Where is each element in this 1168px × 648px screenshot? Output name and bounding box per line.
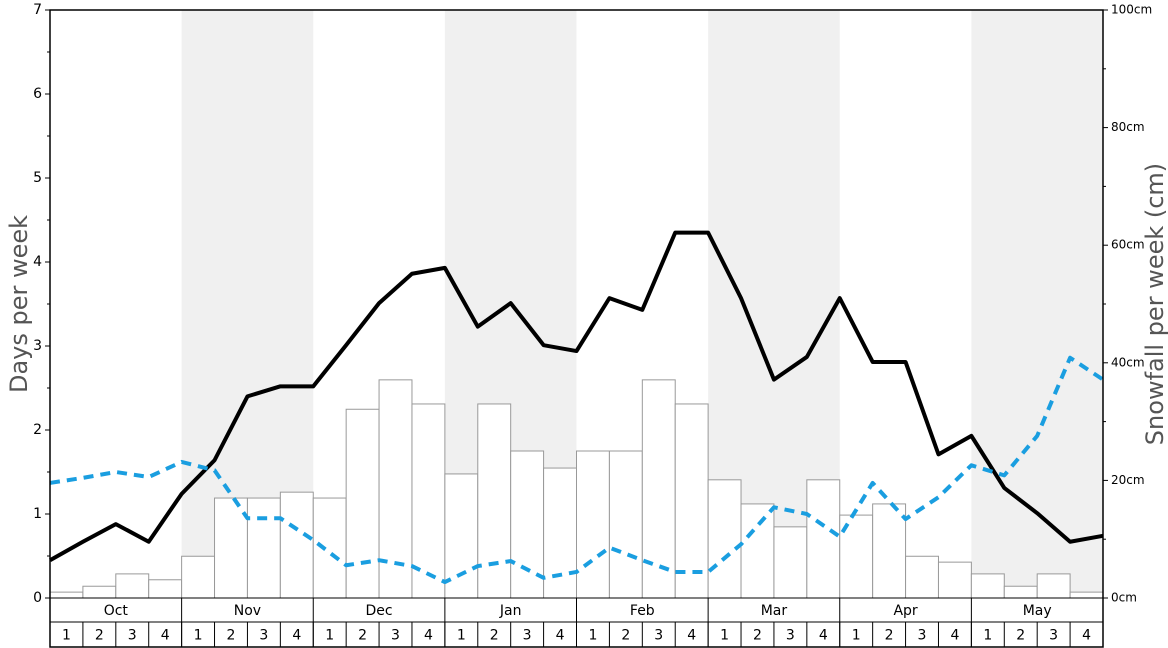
week-label: 3: [786, 628, 795, 644]
month-label: Apr: [893, 603, 917, 619]
snow-bar: [411, 403, 446, 599]
snow-bar: [82, 585, 117, 599]
snow-bar: [49, 591, 84, 599]
week-label: 4: [1082, 628, 1091, 644]
snow-bar: [543, 467, 577, 599]
week-label: 4: [161, 628, 170, 644]
snow-bar: [115, 573, 150, 599]
y-tick-label: 4: [33, 254, 42, 270]
plot-frame: [49, 9, 1104, 648]
week-label: 2: [885, 628, 894, 644]
week-label: 2: [621, 628, 630, 644]
week-label: 2: [753, 628, 762, 644]
snow-bar: [148, 579, 183, 599]
snow-bar: [707, 479, 742, 599]
snow-bar: [905, 555, 939, 599]
week-label: 3: [128, 628, 137, 644]
y-tick-label: 3: [33, 338, 42, 354]
y2-axis-title: Snowfall per week (cm): [1141, 163, 1168, 445]
snow-bar: [806, 479, 841, 599]
week-label: 1: [62, 628, 71, 644]
snow-bar: [181, 555, 216, 599]
month-label: Jan: [499, 603, 522, 619]
y-tick-label: 6: [33, 86, 42, 102]
week-label: 4: [687, 628, 696, 644]
snow-bar: [246, 497, 281, 599]
week-label: 1: [588, 628, 597, 644]
snow-bar: [378, 379, 413, 599]
month-band: [971, 10, 1103, 598]
snow-bar: [345, 408, 380, 599]
snow-bar: [674, 403, 709, 599]
week-label: 3: [523, 628, 532, 644]
month-label: May: [1023, 603, 1052, 619]
snow-bar: [740, 503, 775, 599]
month-label: Feb: [630, 603, 655, 619]
week-label: 2: [95, 628, 104, 644]
week-label: 4: [292, 628, 301, 644]
snow-bar: [608, 450, 643, 599]
snow-bar: [773, 526, 808, 599]
week-label: 1: [720, 628, 729, 644]
line-series: [49, 355, 1105, 585]
month-label: Dec: [366, 603, 393, 619]
y-axis-title: Days per week: [5, 215, 33, 393]
week-label: 1: [325, 628, 334, 644]
y2-tick-label: 100cm: [1111, 3, 1152, 17]
y2-tick-label: 0cm: [1111, 591, 1137, 605]
snow-bar: [279, 491, 314, 599]
week-label: 2: [358, 628, 367, 644]
y-tick-label: 1: [33, 506, 42, 522]
line-series: [49, 230, 1104, 562]
snow-bar: [1036, 573, 1071, 599]
snow-bar: [937, 561, 972, 599]
snow-bar: [1003, 585, 1038, 599]
week-label: 4: [556, 628, 565, 644]
week-label: 3: [391, 628, 400, 644]
snow-bar: [1069, 591, 1104, 599]
y2-tick-label: 60cm: [1111, 238, 1145, 252]
snow-bar: [872, 503, 907, 599]
week-label: 3: [918, 628, 927, 644]
y2-tick-label: 20cm: [1111, 473, 1145, 487]
month-label: Nov: [234, 603, 261, 619]
y2-tick-label: 80cm: [1111, 120, 1145, 134]
y2-tick-label: 40cm: [1111, 355, 1145, 369]
week-label: 4: [424, 628, 433, 644]
snow-bar: [477, 403, 512, 599]
y-tick-label: 7: [33, 2, 42, 18]
week-label: 2: [227, 628, 236, 644]
week-label: 4: [819, 628, 828, 644]
snow-bar: [970, 573, 1005, 599]
snow-bar: [641, 379, 676, 599]
week-label: 3: [654, 628, 663, 644]
month-label: Oct: [104, 603, 129, 619]
y-tick-label: 0: [33, 590, 42, 606]
week-label: 2: [1016, 628, 1025, 644]
month-label: Mar: [761, 603, 788, 619]
week-label: 3: [1049, 628, 1058, 644]
week-label: 1: [983, 628, 992, 644]
week-label: 1: [457, 628, 466, 644]
week-label: 3: [259, 628, 268, 644]
snow-bar: [576, 450, 610, 599]
week-label: 2: [490, 628, 499, 644]
week-label: 1: [852, 628, 861, 644]
week-label: 4: [950, 628, 959, 644]
y-tick-label: 5: [33, 170, 42, 186]
snow-bar: [312, 497, 347, 599]
week-label: 1: [194, 628, 203, 644]
y-tick-label: 2: [33, 422, 42, 438]
